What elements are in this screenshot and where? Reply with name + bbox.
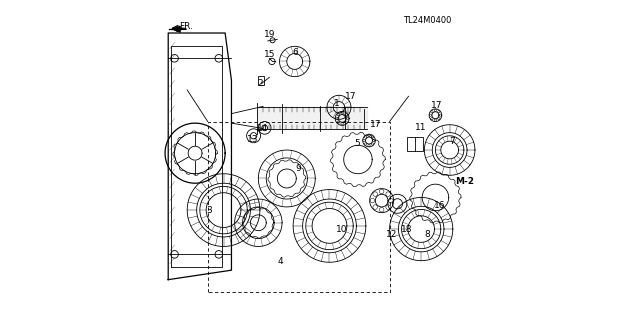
Text: 4: 4	[278, 257, 284, 266]
Bar	[407, 137, 423, 151]
Text: 9: 9	[296, 164, 301, 173]
Text: 17: 17	[431, 101, 442, 110]
Text: 17: 17	[369, 120, 381, 129]
Bar	[259, 76, 264, 85]
Text: 3: 3	[207, 206, 212, 215]
Text: 17: 17	[345, 92, 356, 101]
Text: TL24M0400: TL24M0400	[403, 16, 452, 25]
Text: 11: 11	[415, 123, 426, 132]
Text: 2: 2	[258, 79, 264, 88]
Text: 13: 13	[247, 135, 259, 145]
Text: 5: 5	[355, 138, 360, 148]
Text: 14: 14	[257, 124, 269, 133]
Text: 10: 10	[336, 225, 348, 234]
Text: 15: 15	[264, 50, 276, 59]
Text: 7: 7	[449, 137, 455, 146]
Text: 18: 18	[401, 225, 412, 234]
Text: FR.: FR.	[179, 22, 193, 31]
Text: 12: 12	[387, 230, 398, 239]
Text: 6: 6	[292, 48, 298, 57]
Text: 19: 19	[264, 30, 275, 39]
Text: M-2: M-2	[455, 176, 474, 186]
Text: 16: 16	[433, 201, 445, 210]
Text: 1: 1	[334, 99, 340, 108]
Text: 8: 8	[424, 230, 429, 239]
